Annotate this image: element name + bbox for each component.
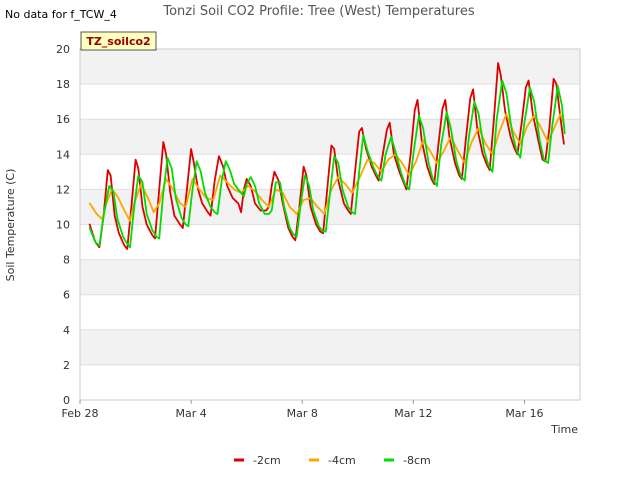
- y-tick-label: 6: [63, 289, 70, 302]
- background-band: [80, 49, 580, 85]
- y-tick-label: 4: [63, 324, 70, 337]
- legend-label: -4cm: [328, 454, 356, 467]
- badge: TZ_soilco2: [80, 31, 157, 51]
- plot-frame: [79, 48, 581, 401]
- y-axis-title: Soil Temperature (C): [4, 169, 17, 282]
- y-tick-label: 0: [63, 394, 70, 407]
- x-axis-title: Time: [550, 423, 578, 436]
- y-tick-label: 18: [56, 78, 70, 91]
- x-tick-label: Mar 12: [394, 407, 432, 420]
- background-band: [80, 329, 580, 365]
- y-axis: 0 2 4 6 8 10 12 14 16 18 20: [56, 43, 70, 407]
- y-tick-label: 8: [63, 254, 70, 267]
- x-tick-label: Mar 4: [175, 407, 206, 420]
- x-tick-label: Mar 16: [505, 407, 543, 420]
- y-tick-label: 12: [56, 183, 70, 196]
- background-band: [80, 259, 580, 295]
- background-band: [80, 119, 580, 155]
- y-tick-label: 20: [56, 43, 70, 56]
- chart-title: Tonzi Soil CO2 Profile: Tree (West) Temp…: [162, 4, 475, 19]
- badge-label: TZ_soilco2: [86, 35, 150, 48]
- no-data-note: No data for f_TCW_4: [5, 8, 117, 21]
- x-tick-label: Mar 8: [287, 407, 318, 420]
- x-axis: Feb 28 Mar 4 Mar 8 Mar 12 Mar 16: [62, 400, 544, 420]
- y-tick-label: 2: [63, 359, 70, 372]
- y-tick-label: 16: [56, 113, 70, 126]
- badge-box: [80, 31, 157, 51]
- series-line-2cmcm: [88, 62, 565, 251]
- y-tick-label: 14: [56, 148, 70, 161]
- series-lines: [88, 62, 566, 251]
- legend-label: -8cm: [403, 454, 431, 467]
- series-line-4cmcm: [88, 113, 565, 222]
- x-tick-label: Feb 28: [62, 407, 99, 420]
- series-line-8cmcm: [88, 79, 566, 249]
- legend-label: -2cm: [253, 454, 281, 467]
- y-tick-label: 10: [56, 219, 70, 232]
- plot-background-bands: [80, 49, 580, 365]
- legend: -2cm -4cm -8cm: [234, 454, 431, 467]
